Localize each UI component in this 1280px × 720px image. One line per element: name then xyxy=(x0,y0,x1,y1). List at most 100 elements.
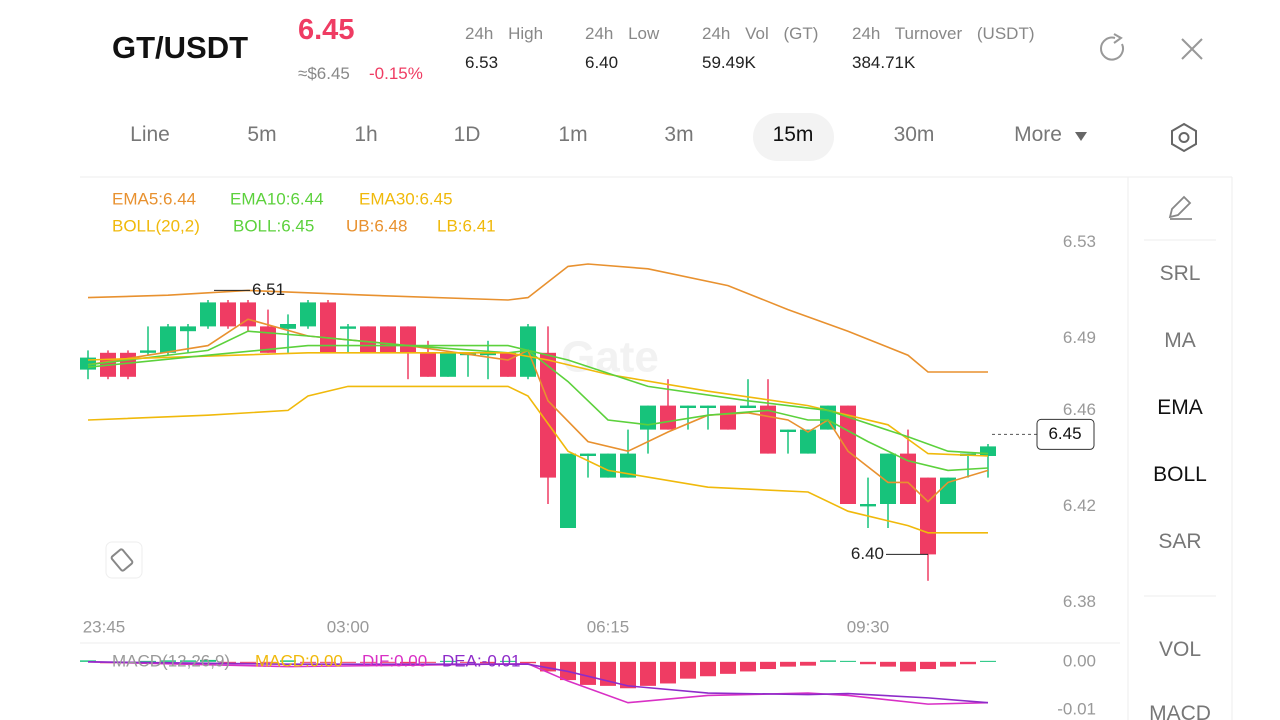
macd-bar xyxy=(520,661,536,664)
candle-body xyxy=(900,453,916,504)
legend-entry: EMA10:6.44 xyxy=(230,189,324,208)
candle-body xyxy=(980,446,996,456)
macd-bar xyxy=(200,659,216,662)
candle-body xyxy=(740,405,756,408)
tab[interactable]: More xyxy=(1014,123,1062,146)
candle-body xyxy=(220,302,236,327)
candle-body xyxy=(640,405,656,430)
macd-bar xyxy=(380,661,396,663)
tool[interactable]: EMA xyxy=(1157,396,1203,419)
tab[interactable]: 5m xyxy=(247,123,277,146)
indicator-line xyxy=(87,344,989,455)
macd-bar xyxy=(940,661,956,667)
candle-body xyxy=(180,326,196,332)
usd-price: ≈$6.45 xyxy=(298,64,350,83)
active-pill xyxy=(753,113,834,161)
tool[interactable]: MA xyxy=(1164,329,1196,352)
macd-bar xyxy=(620,661,636,689)
candle-body xyxy=(840,405,856,504)
macd-bar xyxy=(280,660,296,662)
macd-bar xyxy=(180,660,196,662)
tool[interactable]: SAR xyxy=(1158,530,1202,553)
macd-bar xyxy=(260,661,276,663)
tool[interactable]: VOL xyxy=(1158,638,1202,661)
tab[interactable]: Line xyxy=(130,123,170,146)
tab[interactable]: 1m xyxy=(558,123,588,146)
candle-body xyxy=(700,405,716,408)
candle-body xyxy=(940,477,956,504)
candle-body xyxy=(160,326,176,353)
macd-bar xyxy=(740,661,756,672)
stat-value: 6.53 xyxy=(465,53,499,72)
y-tick-label: 6.38 xyxy=(1063,592,1096,611)
macd-bar xyxy=(420,661,436,663)
candle-body xyxy=(880,453,896,504)
macd-bar xyxy=(300,661,316,663)
macd-bar xyxy=(460,661,476,663)
x-tick-label: 09:30 xyxy=(847,617,890,636)
candle-body xyxy=(580,453,596,456)
macd-bar xyxy=(820,660,836,662)
legend-entry: UB:6.48 xyxy=(346,216,407,235)
macd-bar xyxy=(320,661,336,663)
legend-entry: BOLL:6.45 xyxy=(233,216,314,235)
macd-bar xyxy=(900,661,916,672)
last-price-box xyxy=(1036,418,1095,450)
macd-bar xyxy=(980,660,996,662)
close-icon[interactable] xyxy=(1181,38,1203,60)
macd-bar xyxy=(960,661,976,665)
candle-body xyxy=(420,352,436,377)
tab[interactable]: 3m xyxy=(664,123,694,146)
settings-icon[interactable] xyxy=(1171,122,1197,153)
pencil-icon[interactable] xyxy=(1168,195,1192,220)
refresh-icon[interactable] xyxy=(1100,33,1124,61)
more-arrow[interactable] xyxy=(1075,132,1087,141)
tool[interactable]: MACD xyxy=(1149,702,1211,720)
price: 6.45 xyxy=(298,14,355,46)
legend-entry: MACD:0.00 xyxy=(255,651,343,670)
macd-plot xyxy=(80,659,996,705)
candle-body xyxy=(920,477,936,555)
tab[interactable]: 1D xyxy=(453,123,481,146)
y-tick-label: 0.00 xyxy=(1063,651,1096,670)
tab[interactable]: 15m xyxy=(772,123,814,146)
macd-bar xyxy=(580,661,596,685)
stat-value: 6.40 xyxy=(585,53,619,72)
stat-label: 24h High xyxy=(465,24,544,43)
tab[interactable]: 30m xyxy=(893,123,935,146)
macd-bar xyxy=(500,660,516,662)
y-tick-label: 6.42 xyxy=(1063,496,1096,515)
indicator-line xyxy=(87,661,989,705)
macd-bar xyxy=(160,660,176,662)
macd-bar xyxy=(700,661,716,677)
tool[interactable]: SRL xyxy=(1159,262,1201,285)
legend-entry: DIF:0.00 xyxy=(362,651,427,670)
candle-body xyxy=(720,405,736,430)
x-tick-label: 03:00 xyxy=(327,617,370,636)
macd-bar xyxy=(340,661,356,663)
y-tick-label: 6.49 xyxy=(1063,328,1096,347)
candle-body xyxy=(480,352,496,356)
candle-body xyxy=(800,429,816,454)
max-marker: 6.51 xyxy=(252,280,285,299)
macd-bar xyxy=(720,661,736,674)
indicator-line xyxy=(87,330,989,472)
macd-bar xyxy=(760,661,776,670)
macd-bar xyxy=(540,661,556,672)
plot: Gate xyxy=(80,263,996,581)
macd-bar xyxy=(680,661,696,679)
indicator-label: BOLL(20,2) xyxy=(112,216,200,235)
candle-body xyxy=(560,453,576,528)
x-tick-label: 23:45 xyxy=(83,617,126,636)
tool[interactable]: BOLL xyxy=(1153,463,1207,486)
rotate-button[interactable] xyxy=(105,541,143,579)
macd-bar xyxy=(220,661,236,663)
candle-body xyxy=(660,405,676,430)
y-tick-label: 6.53 xyxy=(1063,232,1096,251)
macd-bar xyxy=(360,661,376,663)
stat-value: 384.71K xyxy=(852,53,916,72)
candle-body xyxy=(400,326,416,353)
indicator-line xyxy=(87,661,989,704)
indicator-line xyxy=(87,263,988,373)
tab[interactable]: 1h xyxy=(354,123,378,146)
